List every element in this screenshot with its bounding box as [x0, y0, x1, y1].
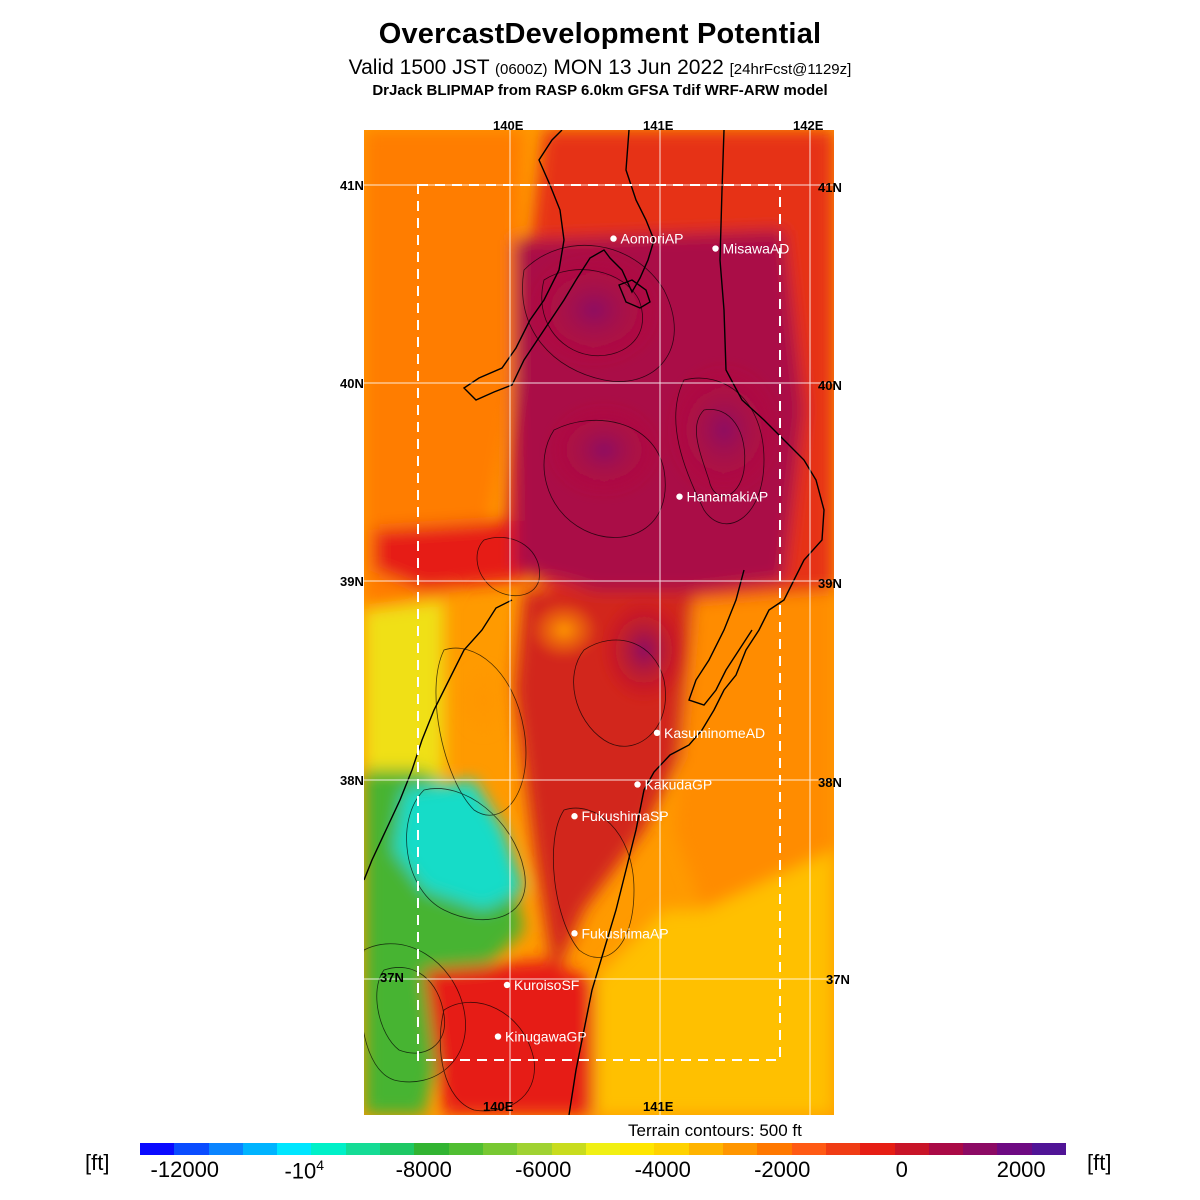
colorbar-swatch	[277, 1143, 312, 1155]
purple-patch-2	[664, 360, 784, 500]
valid-time-subtitle: Valid 1500 JST (0600Z) MON 13 Jun 2022 […	[0, 56, 1200, 80]
colorbar-swatch	[860, 1143, 895, 1155]
field-orange-west	[364, 130, 524, 650]
colorbar-swatch	[345, 1143, 381, 1155]
colorbar-swatch	[414, 1143, 449, 1155]
colorbar-swatch	[208, 1143, 243, 1155]
station-dot-hanamakiap	[676, 493, 683, 500]
colorbar-swatch	[585, 1143, 621, 1155]
colorbar-swatch	[620, 1143, 655, 1155]
orange-patch-1	[529, 600, 599, 660]
station-dot-kinugawagp	[494, 1033, 502, 1040]
lat-label-39n-left: 39N	[340, 574, 364, 589]
colorbar-swatch	[928, 1143, 964, 1155]
colorbar	[140, 1143, 1067, 1155]
station-dot-fukushimaap	[571, 930, 578, 937]
station-dot-kakudagp	[634, 781, 641, 788]
forecast-tag: [24hrFcst@1129z]	[729, 61, 852, 78]
colorbar-unit-left: [ft]	[85, 1150, 110, 1175]
forecast-map: AomoriAP MisawaAD HanamakiAP KasuminomeAD Ka…	[364, 130, 834, 1115]
colorbar-swatch	[757, 1143, 792, 1155]
orange-patch-2	[454, 660, 514, 740]
purple-patch-3	[544, 400, 664, 500]
field-yellow-south	[594, 850, 834, 1115]
purple-patch-4	[599, 595, 689, 705]
domain-boundary	[417, 184, 781, 1061]
colorbar-swatch	[791, 1143, 826, 1155]
colorbar-swatch	[551, 1143, 586, 1155]
lat-label-41n-left: 41N	[340, 178, 364, 193]
valid-time-z: (0600Z)	[495, 61, 548, 78]
colorbar-tick-label: 0	[895, 1157, 908, 1182]
colorbar-swatch	[1031, 1143, 1067, 1155]
chart-title: OvercastDevelopment Potential	[378, 18, 822, 50]
colorbar-tick-label: 2000	[996, 1157, 1046, 1182]
colorbar-swatch	[448, 1143, 483, 1155]
station-label-hanamakiap: HanamakiAP	[687, 489, 769, 505]
colorbar-swatch	[825, 1143, 861, 1155]
station-label-aomoriap: AomoriAP	[621, 231, 684, 247]
colorbar-swatch	[140, 1143, 175, 1155]
valid-time-b: MON 13 Jun 2022	[547, 56, 730, 79]
station-label-fukushimasp: FukushimaSP	[582, 808, 669, 824]
field-red-band-west	[374, 520, 524, 590]
colorbar-swatch	[380, 1143, 415, 1155]
terrain-contours	[364, 244, 765, 1112]
station-label-kuroisosf: KuroisoSF	[514, 977, 579, 993]
colorbar-tick-label: -2000	[754, 1157, 811, 1182]
colorbar-swatch	[894, 1143, 929, 1155]
colorbar-tick-label: -12000	[150, 1157, 220, 1182]
colorbar-tick-label: -8000	[395, 1157, 452, 1182]
station-dot-kasuminomead	[653, 729, 661, 737]
colorbar-unit-right: [ft]	[1087, 1150, 1112, 1175]
terrain-contours-note: Terrain contours: 500 ft	[628, 1121, 802, 1140]
purple-patch-1	[524, 250, 664, 370]
valid-time-a: Valid 1500 JST	[348, 56, 495, 79]
lat-label-40n-left: 40N	[340, 376, 364, 391]
station-label-kinugawagp: KinugawaGP	[505, 1029, 587, 1045]
station-dot-kuroisosf	[503, 981, 511, 989]
colorbar-swatch	[997, 1143, 1032, 1155]
colorbar-swatch	[654, 1143, 689, 1155]
colorbar-swatch	[517, 1143, 552, 1155]
colorbar-swatch	[311, 1143, 346, 1155]
field-red-south	[424, 960, 594, 1115]
colorbar-tick-label: -4000	[634, 1157, 691, 1182]
station-dot-misawaad	[712, 245, 719, 252]
station-label-kasuminomead: KasuminomeAD	[664, 725, 765, 741]
station-markers: AomoriAP MisawaAD HanamakiAP KasuminomeAD Ka…	[494, 231, 790, 1045]
lat-label-38n-left: 38N	[340, 773, 364, 788]
colorbar-swatch	[723, 1143, 758, 1155]
colorbar-swatch	[482, 1143, 518, 1155]
colorbar-swatch	[688, 1143, 724, 1155]
model-description: DrJack BLIPMAP from RASP 6.0km GFSA Tdif…	[372, 82, 828, 99]
field-orange-east	[674, 590, 834, 910]
colorbar-swatch	[242, 1143, 278, 1155]
colorbar-swatch	[174, 1143, 209, 1155]
colorbar-tick-label: -104	[284, 1157, 325, 1184]
colorbar-tick-label: -6000	[515, 1157, 572, 1182]
station-label-kakudagp: KakudaGP	[645, 776, 713, 792]
station-dot-fukushimasp	[571, 813, 578, 820]
station-dot-aomoriap	[610, 235, 617, 242]
station-label-misawaad: MisawaAD	[723, 241, 790, 257]
coastline	[364, 130, 825, 1115]
station-label-fukushimaap: FukushimaAP	[582, 925, 669, 941]
colorbar-swatch	[963, 1143, 998, 1155]
